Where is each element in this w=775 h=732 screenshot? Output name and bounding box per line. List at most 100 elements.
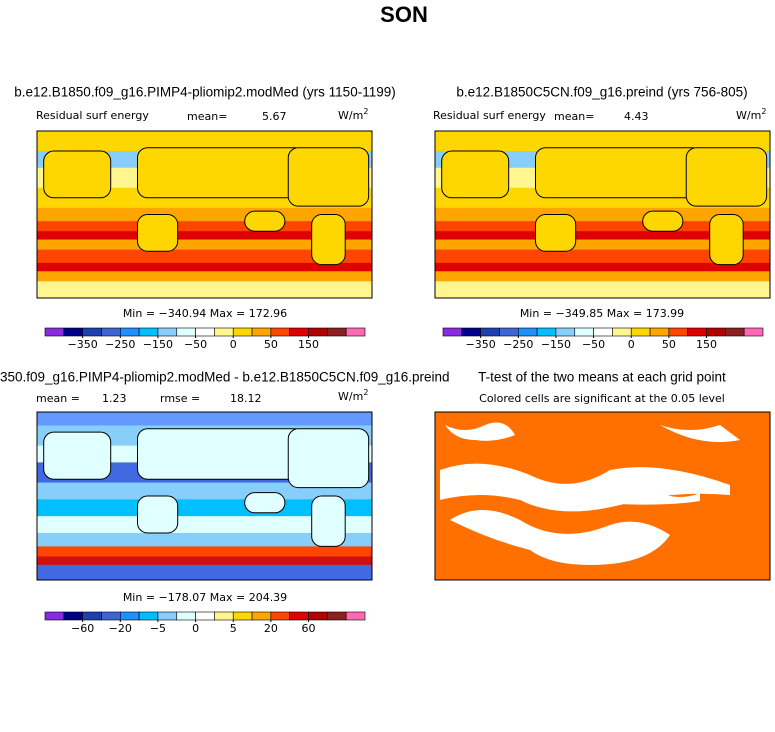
colorbar-box [251, 611, 272, 621]
units-exp: 2 [363, 107, 368, 116]
colorbar-box [138, 327, 159, 337]
field-band [37, 532, 372, 547]
colorbar-label: −5 [150, 622, 166, 635]
colorbar-box [195, 327, 215, 337]
land [244, 210, 286, 232]
colorbar-box [442, 327, 463, 337]
colorbar-box [461, 327, 481, 337]
insignificant-area [450, 510, 670, 565]
colorbar-label: −250 [105, 338, 135, 351]
units-exp: 2 [363, 388, 368, 397]
colorbar-box [119, 327, 140, 337]
land [535, 147, 704, 199]
land [137, 214, 179, 252]
colorbar-box [63, 327, 83, 337]
field-label: Residual surf energy [36, 109, 149, 122]
colorbar-box [232, 327, 253, 337]
colorbar-box [232, 611, 253, 621]
field-band [37, 516, 372, 534]
colorbar: −60 −20 −5 0 5 20 60 [44, 611, 366, 635]
panel-title: b.e12.B1850.f09_g16.PIMP4-pliomip2.modMe… [14, 85, 395, 100]
field-band [435, 221, 770, 232]
panel-title: b.e12.B1850C5CN.f09_g16.preind (yrs 756-… [456, 85, 747, 100]
colorbar-box [308, 611, 328, 621]
colorbar-box [270, 611, 291, 621]
colorbar-box [536, 327, 557, 337]
colorbar-box [612, 327, 632, 337]
colorbar-box [593, 327, 613, 337]
colorbar-box [345, 327, 366, 337]
land [43, 431, 112, 480]
colorbar-box [101, 611, 121, 621]
field-band [435, 131, 770, 152]
units-base: W/m [736, 109, 761, 122]
rmse-value: 18.12 [230, 392, 262, 405]
units-exp: 2 [761, 107, 766, 116]
map [37, 412, 372, 580]
field-band [435, 271, 770, 282]
field-band [37, 221, 372, 232]
field-band [435, 207, 770, 222]
min-max: Min = −349.85 Max = 173.99 [520, 307, 684, 320]
map [37, 131, 372, 298]
field-label: Residual surf energy [433, 109, 546, 122]
land [441, 150, 510, 199]
colorbar-box [574, 327, 594, 337]
units: W/m2 [338, 107, 368, 123]
colorbar-box [630, 327, 651, 337]
field-band [37, 499, 372, 517]
land [642, 210, 684, 232]
colorbar-box [345, 611, 366, 621]
panel-subtitle: Colored cells are significant at the 0.0… [479, 392, 725, 405]
field-band [435, 239, 770, 251]
colorbar-box [499, 327, 519, 337]
colorbar: −350 −250 −150 −50 0 50 150 [44, 327, 366, 351]
colorbar-box [649, 327, 670, 337]
colorbar: −350 −250 −150 −50 0 50 150 [442, 327, 764, 351]
colorbar-box [517, 327, 538, 337]
colorbar-box [668, 327, 689, 337]
land [137, 428, 306, 480]
field-band [37, 231, 372, 241]
mean-label: mean= [187, 110, 227, 123]
colorbar-label: −150 [541, 338, 571, 351]
land [685, 147, 768, 207]
mean-label: mean = [36, 392, 80, 405]
map-frame [36, 130, 373, 299]
colorbar-box [706, 327, 726, 337]
field-band [435, 231, 770, 241]
units: W/m2 [736, 107, 766, 123]
field-band [37, 239, 372, 251]
land [137, 495, 179, 534]
field-band [37, 281, 372, 298]
field-band [37, 546, 372, 557]
colorbar-label: −50 [582, 338, 605, 351]
land [43, 150, 112, 199]
insignificant-area [445, 422, 740, 443]
units-base: W/m [338, 109, 363, 122]
mean-value: 5.67 [262, 110, 287, 123]
field-band [37, 556, 372, 566]
field-band [435, 249, 770, 264]
colorbar-box [195, 611, 215, 621]
colorbar-label: 50 [662, 338, 676, 351]
colorbar-label: 60 [302, 622, 316, 635]
colorbar-box [743, 327, 764, 337]
colorbar-box [176, 327, 196, 337]
field-band [37, 271, 372, 282]
land [311, 495, 346, 547]
land [287, 147, 370, 207]
colorbar-box [82, 611, 102, 621]
land [709, 214, 744, 266]
min-max: Min = −340.94 Max = 172.96 [123, 307, 287, 320]
colorbar-label: 50 [264, 338, 278, 351]
field-band [37, 262, 372, 272]
panel-title: T-test of the two means at each grid poi… [478, 370, 726, 385]
colorbar-box [138, 611, 159, 621]
rmse-label: rmse = [160, 392, 200, 405]
colorbar-label: −250 [503, 338, 533, 351]
insignificant-area [440, 463, 730, 512]
colorbar-label: 20 [264, 622, 278, 635]
map-frame [36, 411, 373, 581]
insignificant-area [600, 489, 700, 505]
